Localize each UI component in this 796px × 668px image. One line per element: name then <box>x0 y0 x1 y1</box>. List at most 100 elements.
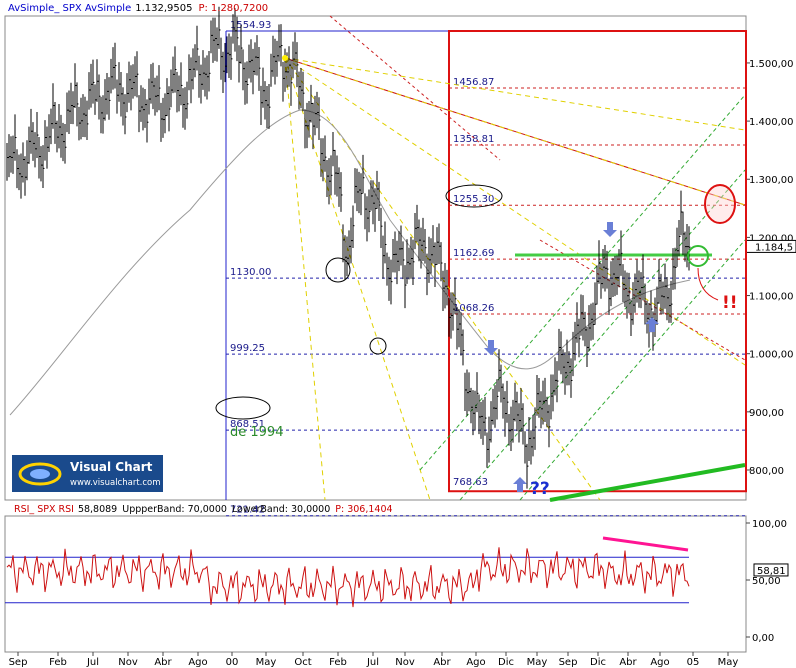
time-label-21: May <box>718 657 739 668</box>
marker-arrow-down-2 <box>484 340 498 355</box>
rsi-panel: 100,00 50,00 0,00 58,81 <box>5 519 789 644</box>
fib-label-1: 1456.87 <box>453 77 494 88</box>
last-price-label: 1.184,5 <box>755 242 793 253</box>
time-label-0: Sep <box>9 657 28 668</box>
marker-1255-ellipse <box>445 184 503 208</box>
time-label-16: Sep <box>559 657 578 668</box>
marker-red-pointer <box>697 267 719 301</box>
fib-label-9: 768.63 <box>453 477 488 488</box>
price-header-p-value: 1.280,7200 <box>211 3 268 14</box>
time-label-13: Ago <box>466 657 485 668</box>
time-label-18: Abr <box>619 657 637 668</box>
rsi-header: RSI_ SPX RSI 58,8089 UppperBand: 70,0000 Low… <box>14 504 393 515</box>
logo-url: www.visualchart.com <box>70 478 161 488</box>
price-tick-label-6: 1.000,00 <box>749 350 794 361</box>
annotation-de-1994: de 1994 <box>230 425 283 440</box>
logo-swoosh-icon <box>18 462 62 486</box>
rsi-tick-label-2: 0,00 <box>752 633 774 644</box>
trend-resistance-red <box>284 57 746 206</box>
trend-yellow-fan-3 <box>284 57 746 366</box>
trend-green-channel-3 <box>519 239 746 501</box>
time-label-10: Jul <box>366 657 379 668</box>
rsi-header-value: 58,8089 <box>78 504 117 515</box>
price-tick-label-3: 1.300,00 <box>749 175 794 186</box>
trend-yellow-fan-1 <box>284 57 746 131</box>
visual-chart-logo: Visual Chart www.visualchart.com <box>12 455 163 492</box>
rsi-upper-value: 70,0000 <box>188 504 227 515</box>
time-label-11: Nov <box>395 657 415 668</box>
time-label-17: Dic <box>590 657 606 668</box>
marker-circle-1130-a <box>325 257 351 283</box>
logo-name: Visual Chart <box>70 460 153 474</box>
time-label-2: Jul <box>86 657 99 668</box>
price-tick-label-7: 900,00 <box>749 408 784 419</box>
time-label-15: May <box>527 657 548 668</box>
time-label-6: 00 <box>226 657 239 668</box>
rsi-tick-label-1: 50,00 <box>752 576 781 587</box>
rsi-last-box <box>753 563 789 577</box>
fib-label-3: 1255.30 <box>453 194 494 205</box>
rsi-lower-value: 30,0000 <box>291 504 330 515</box>
annotation-question-marks: ?? <box>530 479 550 499</box>
rsi-p-label: P: <box>335 504 344 515</box>
rsi-upper-label: UppperBand: <box>122 504 184 515</box>
marker-868-ellipse <box>215 396 271 420</box>
price-tick-label-2: 1.400,00 <box>749 117 794 128</box>
time-label-9: Feb <box>329 657 347 668</box>
trend-yellow-fan-5 <box>284 57 431 501</box>
price-header-value: 1.132,9505 <box>135 3 192 14</box>
rsi-tick-label-0: 100,00 <box>752 519 787 530</box>
time-label-19: Ago <box>650 657 669 668</box>
rsi-last-label: 58,81 <box>757 566 786 577</box>
price-axis-ticks: 1.500,00 1.400,00 1.300,00 1.200,00 1.100,00… <box>745 59 796 477</box>
price-header-p-label: P: <box>199 3 208 14</box>
fib-label-5: 1130.00 <box>230 267 271 278</box>
fib-label-2: 1358.81 <box>453 134 494 145</box>
fib-label-10: 721.42 <box>230 505 265 516</box>
time-label-5: Ago <box>188 657 207 668</box>
marker-top-dot <box>282 55 288 61</box>
price-tick-label-8: 800,00 <box>749 466 784 477</box>
rsi-line <box>6 547 690 608</box>
time-label-8: Oct <box>294 657 311 668</box>
fib-label-4: 1162.69 <box>453 248 494 259</box>
chart-markers <box>215 55 736 492</box>
price-bars <box>6 6 691 489</box>
price-tick-label-4: 1.200,00 <box>749 233 794 244</box>
moving-average-long <box>9 109 691 416</box>
price-header: AvSimple_ SPX AvSimple 1.132,9505 P: 1.280,… <box>8 3 268 14</box>
rsi-lower-label: LowerBand: <box>232 504 288 515</box>
price-tick-label-5: 1.100,00 <box>749 292 794 303</box>
rsi-divergence-line <box>602 536 689 552</box>
time-label-12: Abr <box>433 657 451 668</box>
marker-arrow-up-1 <box>645 317 659 332</box>
price-tick-label-1: 1.500,00 <box>749 59 794 70</box>
marker-arrow-up-2 <box>513 477 527 492</box>
fib-label-0: 1554.93 <box>230 20 271 31</box>
time-label-7: May <box>256 657 277 668</box>
time-label-3: Nov <box>118 657 138 668</box>
time-axis: Sep Feb Jul Nov Abr Ago 00 May Oct Feb Jul Nov Abr Ag… <box>9 652 739 668</box>
trend-green-channel-1 <box>419 94 746 471</box>
time-label-14: Dic <box>498 657 514 668</box>
logo-globe-icon <box>30 469 50 479</box>
trend-yellow-fan-6 <box>284 57 326 501</box>
marker-red-ellipse <box>704 184 736 224</box>
annotation-exclamation: !! <box>722 293 738 313</box>
rsi-header-name: RSI_ SPX RSI <box>14 504 74 515</box>
trend-red-diag-top <box>329 15 501 161</box>
trend-green-support-thick <box>549 463 746 502</box>
fib-label-6: 1068.26 <box>453 303 494 314</box>
marker-circle-green <box>687 245 709 267</box>
price-header-name: AvSimple_ SPX AvSimple <box>8 3 131 14</box>
fib-label-7: 999.25 <box>230 343 265 354</box>
rsi-panel-frame <box>4 515 747 653</box>
time-label-20: 05 <box>687 657 700 668</box>
rsi-p-value: 306,1404 <box>347 504 392 515</box>
marker-arrow-down-1 <box>603 222 617 237</box>
trend-green-channel-2 <box>459 169 746 501</box>
time-label-4: Abr <box>154 657 172 668</box>
fib-label-8: 868.51 <box>230 419 265 430</box>
time-label-1: Feb <box>49 657 67 668</box>
